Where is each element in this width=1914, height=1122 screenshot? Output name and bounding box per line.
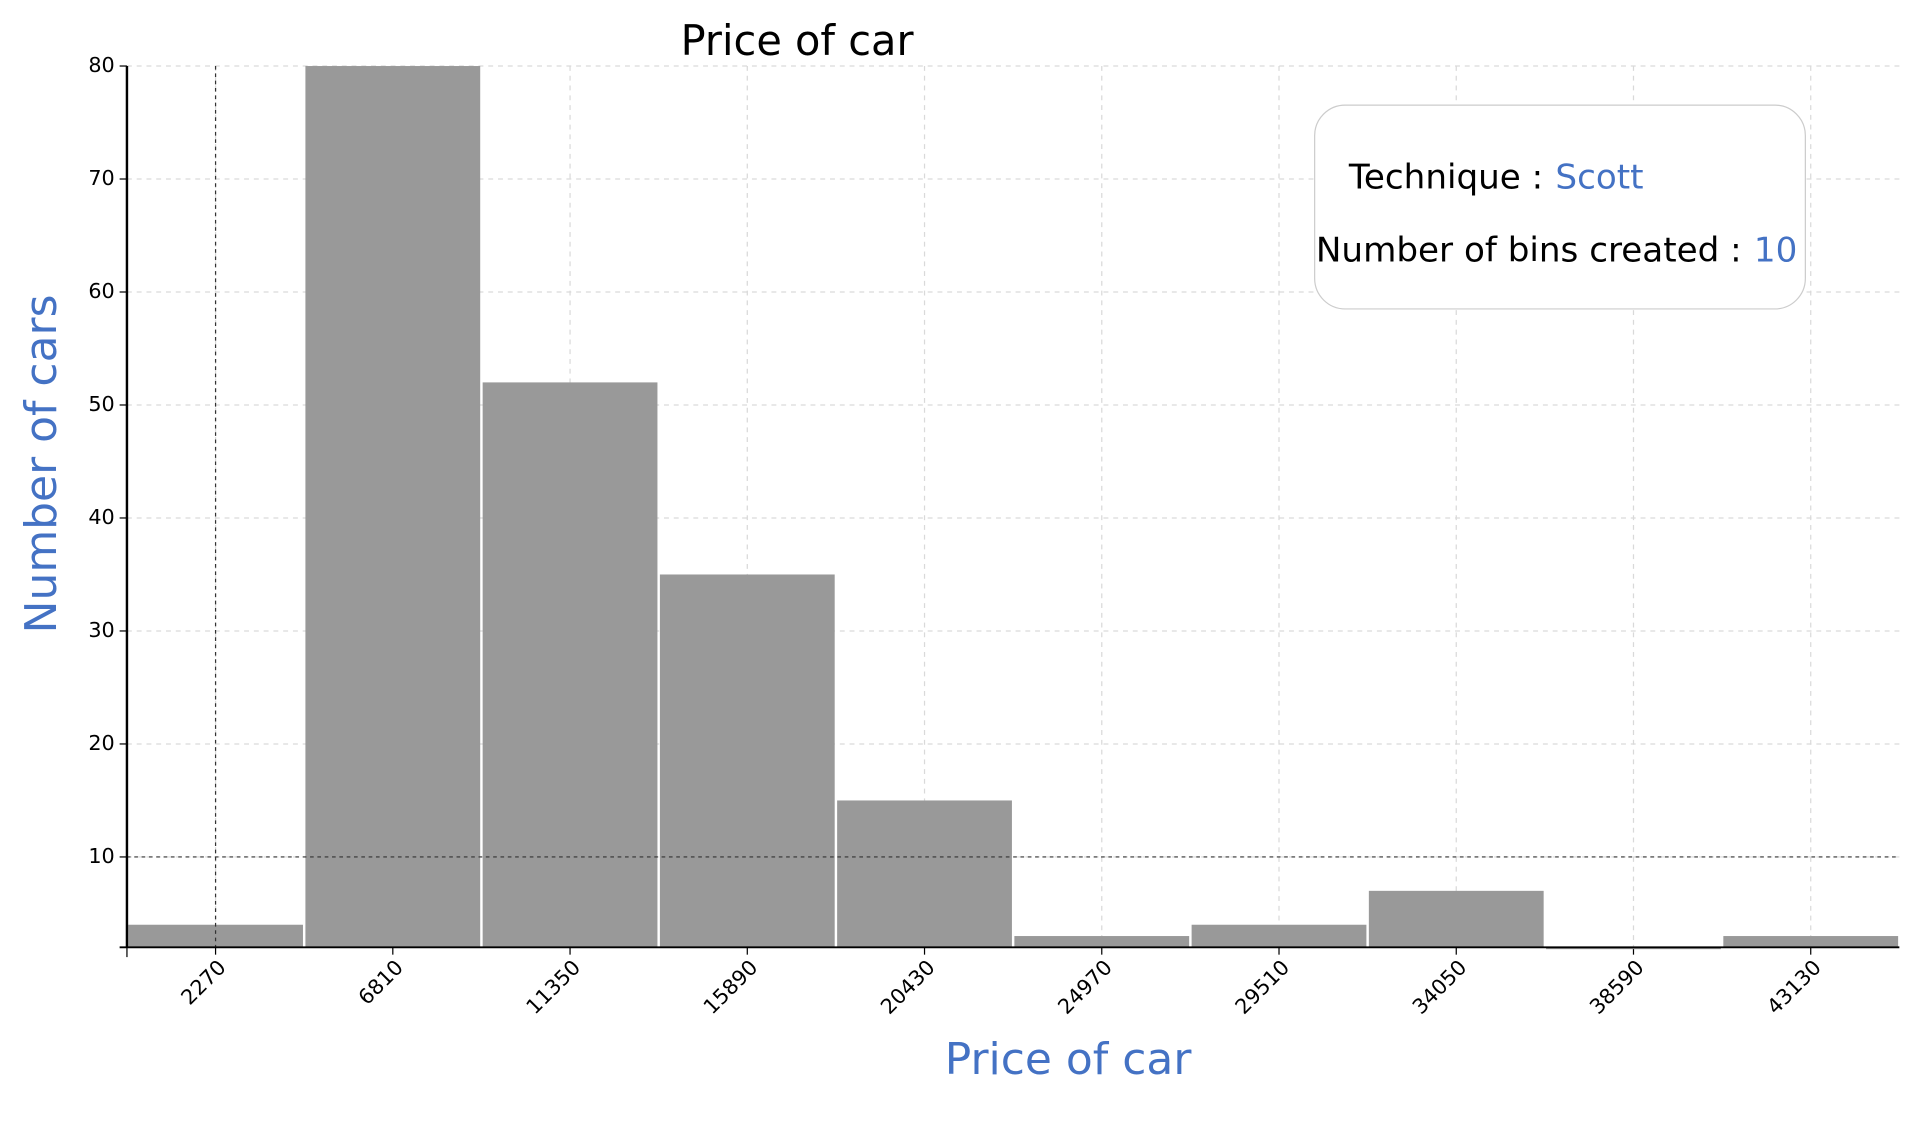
info-box xyxy=(1314,104,1806,310)
bar xyxy=(659,574,835,948)
y-tick-label: 60 xyxy=(88,279,114,303)
chart-title: Price of car xyxy=(681,16,915,65)
bar xyxy=(1191,924,1367,948)
bar xyxy=(837,800,1012,948)
bar xyxy=(305,66,481,948)
bar xyxy=(482,382,658,948)
x-tick-label: 6810 xyxy=(354,955,408,1009)
x-tick-label: 15890 xyxy=(699,955,763,1019)
y-tick-label: 50 xyxy=(88,392,114,416)
x-tick-label: 43130 xyxy=(1762,955,1826,1019)
bar xyxy=(128,924,303,948)
info-bins: Number of bins created : 10 xyxy=(1316,230,1797,270)
info-technique: Technique : Scott xyxy=(1348,157,1644,197)
x-tick-label: 38590 xyxy=(1585,955,1649,1019)
x-tick-label: 24970 xyxy=(1053,955,1117,1019)
bins-label: Number of bins created : xyxy=(1316,230,1742,270)
y-tick-label: 80 xyxy=(88,53,114,77)
technique-value: Scott xyxy=(1555,157,1643,197)
technique-label: Technique : xyxy=(1348,157,1543,197)
y-tick-label: 20 xyxy=(88,731,114,755)
y-axis-label: Number of cars xyxy=(16,295,67,634)
bar xyxy=(1368,890,1544,948)
bar xyxy=(1723,936,1899,948)
x-tick-label: 2270 xyxy=(176,955,230,1009)
y-tick-label: 10 xyxy=(88,844,114,868)
y-tick-label: 70 xyxy=(88,166,114,190)
x-tick-label: 20430 xyxy=(876,955,940,1019)
x-axis-label: Price of car xyxy=(945,1034,1193,1085)
bar xyxy=(1014,936,1190,948)
x-tick-label: 11350 xyxy=(522,955,586,1019)
bins-value: 10 xyxy=(1754,230,1797,270)
x-tick-label: 29510 xyxy=(1230,955,1294,1019)
y-tick-label: 40 xyxy=(88,505,114,529)
x-tick-label: 34050 xyxy=(1408,955,1472,1019)
y-tick-label: 30 xyxy=(88,618,114,642)
